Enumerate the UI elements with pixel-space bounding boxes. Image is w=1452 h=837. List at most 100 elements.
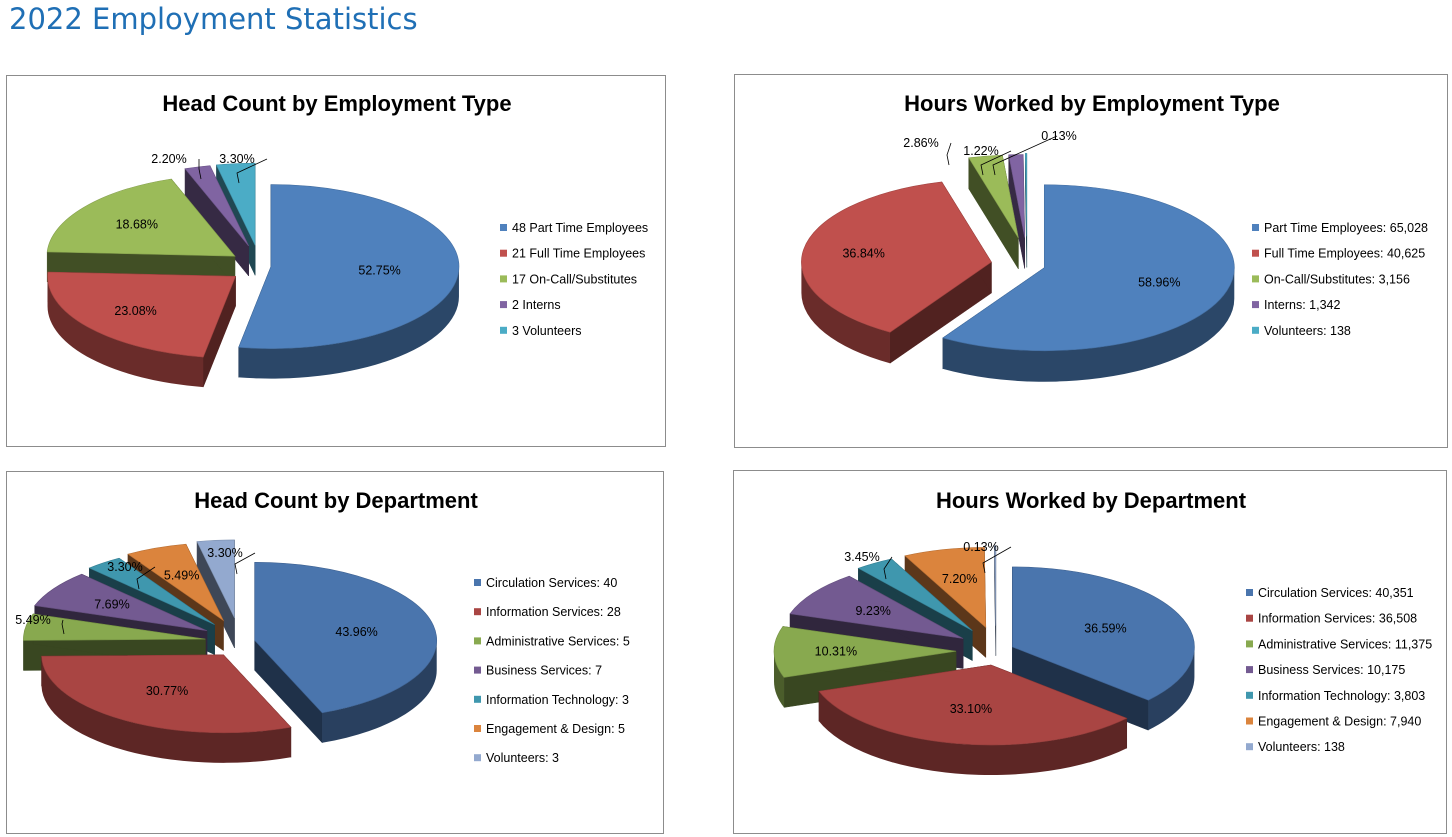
legend-swatch	[500, 326, 507, 334]
pie-chart-hours-department: Hours Worked by Department 36.59% 33.10% 10…	[773, 488, 1432, 776]
slice-top	[196, 539, 235, 619]
data-label: 2.86%	[903, 136, 938, 150]
legend-item-label: 17 On-Call/Substitutes	[512, 272, 637, 286]
slice-rim	[41, 656, 291, 763]
legend-item-label: On-Call/Substitutes: 3,156	[1264, 272, 1410, 286]
legend-item-label: 21 Full Time Employees	[512, 247, 645, 261]
slice-top	[88, 557, 215, 625]
data-label: 18.68%	[116, 217, 158, 231]
leader-line	[136, 566, 156, 590]
legend-swatch	[1252, 275, 1259, 283]
legend-item-label: Interns: 1,342	[1264, 298, 1340, 312]
data-label: 10.31%	[815, 645, 857, 659]
legend-swatch	[474, 579, 481, 586]
slice-top	[857, 558, 973, 631]
legend-swatch	[1246, 743, 1253, 751]
data-label: 52.75%	[358, 264, 400, 278]
legend: Part Time Employees: 65,028 Full Time Emp…	[1252, 221, 1428, 338]
pie-slice-full-time-employees-40-625	[801, 181, 992, 364]
legend-swatch	[474, 695, 481, 703]
pie-slice-48-part-time-employees	[238, 184, 460, 379]
legend-swatch	[474, 725, 481, 732]
legend-item-label: Full Time Employees: 40,625	[1264, 247, 1425, 261]
legend-swatch	[474, 666, 481, 674]
legend-swatch	[474, 637, 481, 645]
legend-item-label: 48 Part Time Employees	[512, 221, 648, 235]
legend-item-label: Part Time Employees: 65,028	[1264, 221, 1428, 235]
legend-swatch	[1246, 666, 1253, 674]
data-label: 0.13%	[1041, 129, 1076, 143]
legend-item-label: Circulation Services: 40	[486, 576, 617, 590]
pie-slice-information-services-36-508	[818, 664, 1128, 776]
slice-top	[41, 654, 292, 734]
data-label: 1.22%	[963, 144, 998, 158]
slice-top	[773, 626, 957, 678]
leader-line	[234, 552, 256, 575]
slice-top	[238, 184, 460, 349]
chart-title: Hours Worked by Employment Type	[904, 91, 1280, 116]
slice-top	[254, 562, 437, 714]
legend-swatch	[1252, 224, 1259, 231]
legend-swatch	[1246, 640, 1253, 648]
leader-line	[992, 135, 1058, 176]
legend-item-label: Volunteers: 3	[486, 751, 559, 765]
slice-rim	[818, 691, 1127, 776]
slice-top	[1012, 566, 1195, 701]
legend-item-label: 3 Volunteers	[512, 324, 582, 338]
slice-top	[23, 613, 206, 641]
pie-chart-headcount-department: Head Count by Department 43.96% 30.77% 5.49…	[15, 488, 630, 765]
data-label: 5.49%	[15, 613, 50, 627]
legend-item-label: Circulation Services: 40,351	[1258, 586, 1414, 600]
slice-top	[46, 178, 236, 257]
data-label: 7.20%	[942, 572, 977, 586]
legend-swatch	[500, 301, 507, 309]
slice-rim	[801, 262, 890, 364]
slice-top	[801, 181, 992, 333]
data-label: 5.49%	[164, 569, 199, 583]
legend-swatch	[1252, 326, 1259, 334]
chart-panel-hours-department: Hours Worked by Department 36.59% 33.10% 10…	[733, 470, 1447, 834]
slice-top	[818, 664, 1128, 746]
legend-swatch	[1252, 301, 1259, 309]
data-label: 36.59%	[1084, 622, 1126, 636]
pie-slice-volunteers-138	[994, 545, 997, 656]
legend-item-label: 2 Interns	[512, 298, 561, 312]
slice-rim	[942, 267, 1235, 382]
slice-top	[127, 543, 225, 622]
legend-item-label: Information Services: 36,508	[1258, 612, 1417, 626]
data-label: 30.77%	[146, 684, 188, 698]
data-label: 7.69%	[94, 598, 129, 612]
legend-item-label: Engagement & Design: 7,940	[1258, 715, 1421, 729]
slice-rim	[238, 266, 459, 379]
pie-slice-on-call-substitutes-3-156	[968, 154, 1019, 270]
data-label: 3.30%	[107, 560, 142, 574]
page-title: 2022 Employment Statistics	[9, 2, 418, 36]
chart-title: Head Count by Department	[194, 488, 478, 513]
slice-top	[942, 184, 1235, 352]
pie-slice-circulation-services-40-351	[1012, 566, 1195, 731]
data-label: 58.96%	[1138, 275, 1180, 289]
leader-line	[61, 619, 65, 635]
pie-slice-circulation-services-40	[254, 562, 437, 744]
legend-swatch	[1246, 717, 1253, 725]
leader-line	[236, 158, 268, 184]
data-label: 3.30%	[219, 152, 254, 166]
pie-chart-headcount-employment-type: Head Count by Employment Type 52.75% 23.08…	[46, 91, 648, 388]
slice-top	[34, 573, 208, 632]
legend-swatch	[1246, 691, 1253, 699]
data-label: 2.20%	[151, 152, 186, 166]
slice-rim	[47, 276, 204, 388]
legend-item-label: Administrative Services: 5	[486, 634, 630, 648]
chart-panel-hours-employment-type: Hours Worked by Employment Type 58.96% 36.…	[734, 74, 1448, 448]
data-label: 33.10%	[950, 702, 992, 716]
legend: 48 Part Time Employees 21 Full Time Emplo…	[500, 221, 648, 338]
pie-slice-part-time-employees-65-028	[942, 184, 1235, 382]
legend-item-label: Volunteers: 138	[1264, 324, 1351, 338]
legend-item-label: Volunteers: 138	[1258, 740, 1345, 754]
pie-slice-volunteers-138	[1024, 153, 1028, 268]
legend-swatch	[1246, 614, 1253, 622]
data-label: 3.30%	[207, 546, 242, 560]
legend-item-label: Business Services: 7	[486, 664, 602, 678]
pie-slice-information-services-28	[41, 654, 292, 763]
legend-swatch	[474, 608, 481, 616]
